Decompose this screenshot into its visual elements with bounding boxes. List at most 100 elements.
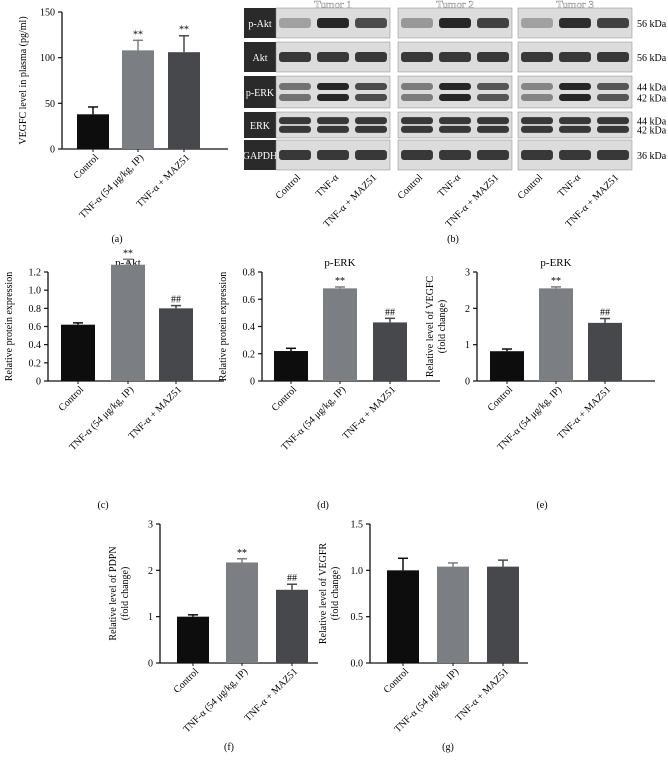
tumor-label: Tumor 3 [556, 0, 594, 11]
protein-band [597, 83, 629, 91]
x-tick-label: TNF-α + MAZ51 [341, 384, 399, 442]
bar [539, 288, 573, 381]
y-tick-label: 0.4 [243, 322, 256, 333]
x-tick-label: Control [172, 666, 202, 696]
panel-letters: (a) (b) (c) (d) (e) (f) (g) [97, 234, 547, 753]
y-axis-label: Relative level of VEGFC(fold change) [425, 276, 448, 378]
significance-mark: ** [551, 276, 561, 287]
row-label-bg [244, 112, 276, 138]
protein-band [439, 18, 471, 28]
chart-e: 0 1 2 3 Relative level of VEGFC(fold change)… [425, 257, 655, 453]
x-tick-label: Control [270, 384, 300, 414]
y-tick-label: 0.6 [243, 295, 256, 306]
protein-band [317, 117, 349, 125]
protein-band [279, 83, 311, 91]
protein-band [477, 150, 509, 160]
tumor-label: Tumor 2 [436, 0, 474, 11]
protein-band [477, 83, 509, 91]
significance-mark: ## [171, 295, 181, 306]
protein-band [597, 117, 629, 125]
x-tick-label: Control [486, 384, 516, 414]
kda-label: 36 kDa [637, 151, 667, 162]
chart-f: 0 1 2 3 Relative level of PDPN(fold change) C… [108, 520, 318, 735]
y-tick-label: 1 [148, 612, 153, 623]
y-tick-label: 3 [465, 268, 470, 279]
protein-band [559, 93, 591, 101]
chart-g: 0.0 0.5 1.0 1.5 Relative level of VEGFR(fold… [318, 520, 528, 735]
protein-band [559, 125, 591, 133]
y-axis-label-line: Relative level of VEGFR [318, 543, 329, 645]
y-tick-label: 2 [465, 304, 470, 315]
y-axis-label: Relative protein expression [4, 272, 15, 381]
x-tick-label: Control [57, 384, 87, 414]
protein-band [279, 93, 311, 101]
significance-mark: ** [237, 548, 247, 559]
protein-band [559, 83, 591, 91]
row-label-bg [244, 8, 276, 38]
y-axis-label-line: (fold change) [120, 567, 131, 621]
chart-title: p-ERK [324, 257, 355, 269]
kda-label: 44 kDa [637, 83, 667, 94]
y-tick-label: 0 [50, 145, 55, 156]
y-tick-label: 0.2 [243, 349, 256, 360]
y-tick-label: 1.2 [29, 268, 42, 279]
chart-c: 0 0.2 0.4 0.6 0.8 1.0 1.2 Relative protein expr… [4, 248, 224, 453]
protein-band [279, 18, 311, 28]
protein-band [439, 52, 471, 62]
y-tick-label: 0.0 [351, 659, 364, 670]
blot-membrane [397, 111, 513, 139]
protein-band [317, 83, 349, 91]
bar [111, 264, 145, 381]
y-tick-label: 0.4 [29, 340, 42, 351]
row-label-bg [244, 76, 276, 108]
y-tick-label: 0 [465, 377, 470, 388]
protein-band [597, 52, 629, 62]
protein-band [521, 125, 553, 133]
panel-letter: (f) [224, 742, 234, 753]
protein-band [401, 18, 433, 28]
y-tick-label: 0 [250, 377, 255, 388]
lane-label: TNF-α [436, 172, 464, 200]
bar [588, 322, 622, 381]
kda-label: 56 kDa [637, 19, 667, 30]
protein-band [401, 150, 433, 160]
y-tick-label: 0.5 [351, 612, 364, 623]
row-label-bg [244, 140, 276, 170]
protein-band [439, 93, 471, 101]
lane-label: Control [516, 172, 546, 202]
protein-band [477, 52, 509, 62]
y-tick-label: 1 [465, 340, 470, 351]
bar [437, 566, 469, 663]
bar [276, 589, 308, 663]
lane-label: TNF-α [314, 172, 342, 200]
bar [490, 351, 524, 381]
x-tick-label: Control [382, 666, 412, 696]
protein-band [439, 150, 471, 160]
chart-d: 0 0.2 0.4 0.6 0.8 Relative protein expression… [218, 257, 440, 453]
panel-letter: (e) [536, 500, 547, 511]
y-axis-label-line: (fold change) [330, 567, 341, 621]
protein-band [317, 125, 349, 133]
y-tick-label: 150 [40, 8, 55, 19]
kda-label: 42 kDa [637, 93, 667, 104]
protein-band [521, 52, 553, 62]
protein-band [279, 52, 311, 62]
protein-band [597, 150, 629, 160]
protein-band [521, 83, 553, 91]
bar [122, 50, 154, 149]
y-tick-label: 0 [148, 659, 153, 670]
kda-label: 42 kDa [637, 125, 667, 136]
y-tick-label: 3 [148, 520, 153, 531]
protein-band [355, 18, 387, 28]
blot-membrane [397, 75, 513, 109]
bar [61, 324, 95, 381]
blot-membrane [275, 75, 391, 109]
protein-band [355, 125, 387, 133]
protein-band [597, 18, 629, 28]
protein-band [317, 150, 349, 160]
protein-band [279, 150, 311, 160]
protein-band [401, 93, 433, 101]
protein-band [355, 150, 387, 160]
row-label: GAPDH [243, 151, 277, 162]
